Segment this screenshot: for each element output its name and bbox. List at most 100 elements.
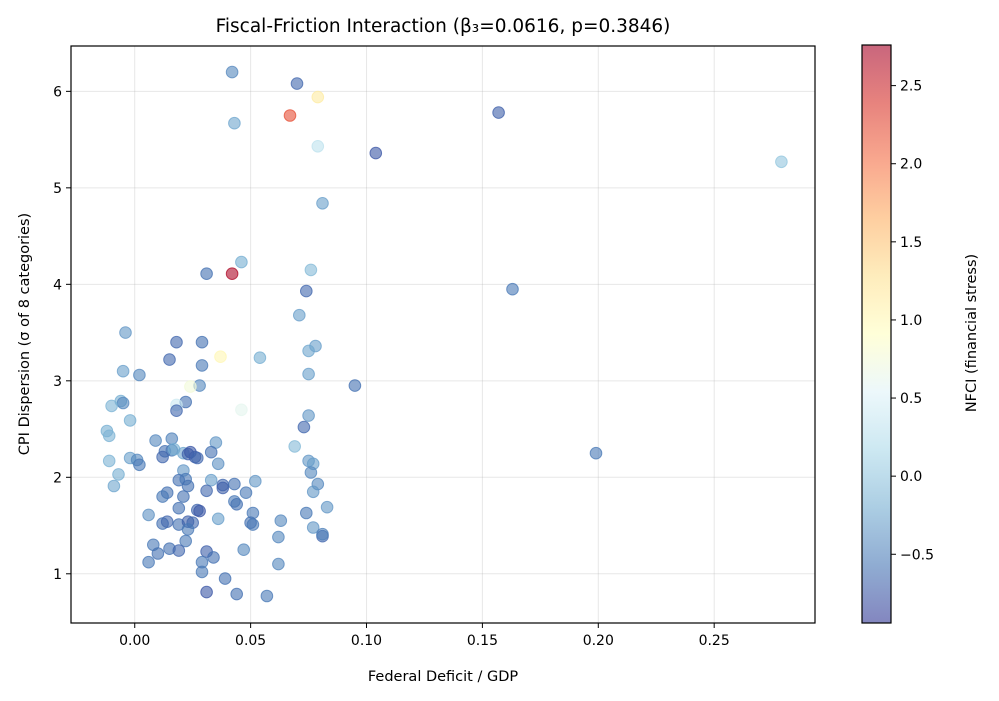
scatter-point: [151, 547, 165, 560]
scatter-point: [297, 420, 311, 434]
scatter-point: [775, 155, 788, 169]
scatter-point: [165, 432, 179, 446]
colorbar-tick-label: 0.0: [900, 469, 922, 485]
scatter-point: [193, 504, 206, 518]
scatter-point: [116, 396, 130, 410]
scatter-point: [225, 65, 239, 79]
scatter-point: [163, 353, 176, 366]
scatter-point: [492, 106, 505, 119]
colorbar-tick-label: 1.0: [900, 313, 922, 329]
scatter-point: [249, 474, 262, 488]
scatter-point: [211, 512, 225, 526]
y-tick-label: 1: [53, 567, 62, 583]
scatter-point: [195, 335, 209, 349]
scatter-point: [230, 498, 243, 511]
scatter-point: [200, 484, 213, 498]
chart-title: Fiscal-Friction Interaction (β₃=0.0616, …: [216, 16, 671, 37]
scatter-point: [235, 403, 248, 417]
scatter-point: [107, 479, 121, 493]
scatter-point: [218, 572, 232, 585]
scatter-point: [239, 486, 253, 500]
scatter-point: [184, 380, 197, 393]
scatter-point: [102, 429, 116, 443]
x-axis-ticks: 0.00 0.05 0.10 0.15 0.20 0.25: [119, 623, 730, 649]
y-tick-label: 5: [53, 181, 62, 197]
scatter-point: [225, 267, 239, 281]
colorbar-tick-label: 2.5: [900, 79, 922, 95]
scatter-point: [191, 451, 204, 465]
scatter-point: [149, 434, 162, 447]
scatter-point: [105, 399, 118, 413]
scatter-point: [142, 555, 155, 569]
scatter-point: [260, 589, 274, 603]
y-tick-label: 4: [53, 277, 62, 293]
scatter-point: [253, 351, 267, 365]
scatter-point: [302, 344, 315, 358]
scatter-point: [589, 446, 603, 460]
y-tick-label: 6: [53, 84, 62, 100]
scatter-point: [237, 543, 250, 557]
scatter-point: [369, 146, 383, 160]
scatter-point: [316, 527, 329, 541]
y-tick-label: 2: [53, 470, 62, 486]
colorbar-tick-label: −0.5: [900, 547, 934, 563]
scatter-point: [195, 565, 209, 579]
x-tick-label: 0.00: [119, 633, 150, 649]
scatter-point: [160, 515, 174, 529]
scatter-point: [200, 585, 213, 599]
scatter-point: [142, 508, 155, 522]
scatter-point: [283, 109, 297, 122]
scatter-point: [170, 335, 183, 349]
scatter-point: [204, 445, 218, 459]
scatter-point: [228, 116, 241, 130]
x-tick-label: 0.20: [583, 633, 614, 649]
scatter-point: [293, 308, 306, 322]
scatter-point: [311, 140, 325, 153]
scatter-point: [274, 514, 288, 528]
scatter-point: [320, 500, 334, 514]
scatter-point: [306, 485, 320, 499]
colorbar-tick-label: 2.0: [900, 157, 922, 173]
scatter-point: [119, 326, 132, 339]
scatter-point: [316, 197, 329, 210]
scatter-point: [228, 477, 241, 491]
scatter-point: [246, 518, 260, 531]
colorbar-ticks: −0.5 0.0 0.5 1.0 1.5 2.0 2.5: [891, 79, 934, 563]
scatter-point: [214, 350, 227, 364]
scatter-point: [306, 521, 320, 534]
plot-area: 0.00 0.05 0.10 0.15 0.20 0.25 1 2 3 4 5 6: [53, 45, 816, 649]
scatter-points: [100, 65, 788, 603]
scatter-point: [133, 368, 146, 382]
y-tick-label: 3: [53, 374, 62, 390]
scatter-point: [304, 466, 318, 479]
x-tick-label: 0.05: [235, 633, 266, 649]
scatter-point: [177, 490, 190, 503]
colorbar-label: NFCI (financial stress): [964, 254, 980, 412]
scatter-point: [211, 457, 225, 471]
scatter-point: [170, 404, 183, 418]
x-tick-label: 0.10: [351, 633, 382, 649]
scatter-point: [195, 359, 209, 372]
scatter-point: [123, 414, 137, 427]
colorbar-tick-label: 1.5: [900, 235, 922, 251]
scatter-point: [230, 587, 243, 601]
gridlines: [71, 46, 815, 623]
x-axis-label: Federal Deficit / GDP: [368, 669, 518, 685]
colorbar-gradient: [862, 45, 891, 623]
scatter-point: [172, 544, 186, 557]
scatter-point: [204, 473, 218, 487]
scatter-point: [207, 551, 220, 564]
scatter-point: [181, 479, 195, 493]
scatter-point: [181, 523, 195, 536]
scatter-point: [112, 468, 125, 481]
scatter-point: [179, 534, 192, 548]
scatter-point: [216, 481, 230, 495]
scatter-point: [300, 506, 313, 520]
scatter-point: [302, 409, 315, 422]
scatter-point: [156, 490, 169, 503]
x-tick-label: 0.15: [467, 633, 498, 649]
scatter-point: [304, 263, 318, 277]
plot-frame: [70, 45, 816, 624]
scatter-point: [272, 530, 285, 544]
